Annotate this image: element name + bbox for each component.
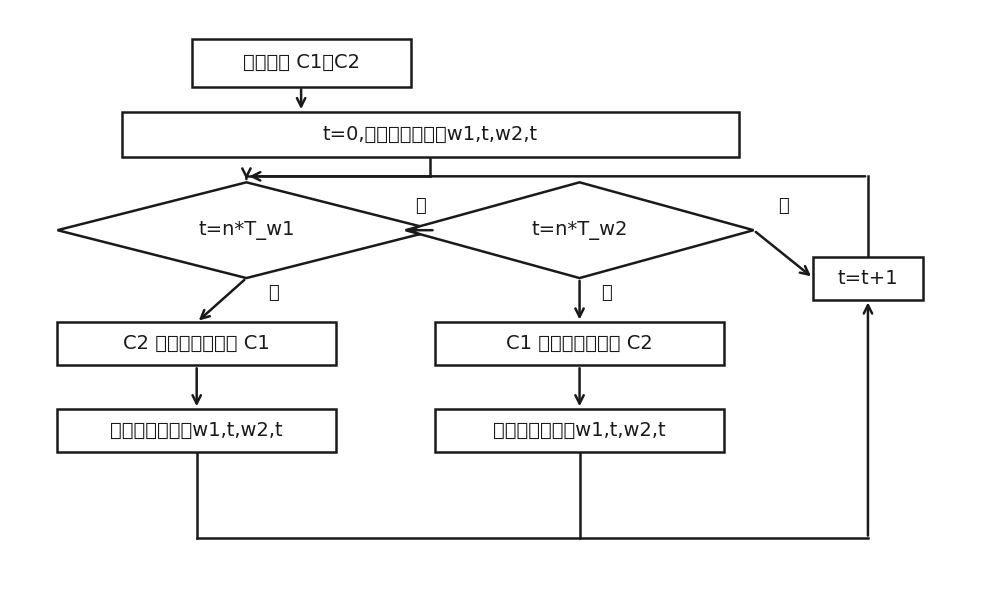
Text: 否: 否 (415, 198, 426, 215)
Text: 接收端选择码字w1,t,w2,t: 接收端选择码字w1,t,w2,t (110, 421, 283, 440)
FancyBboxPatch shape (122, 112, 739, 157)
Text: t=n*T_w2: t=n*T_w2 (531, 220, 628, 240)
Text: 是: 是 (601, 284, 612, 302)
Polygon shape (406, 182, 754, 278)
FancyBboxPatch shape (57, 409, 336, 452)
FancyBboxPatch shape (192, 39, 411, 86)
Text: 基础码本 C1、C2: 基础码本 C1、C2 (243, 53, 360, 72)
FancyBboxPatch shape (435, 409, 724, 452)
Text: C1 不变，缩放码本 C2: C1 不变，缩放码本 C2 (506, 335, 653, 353)
Polygon shape (57, 182, 435, 278)
Text: t=n*T_w1: t=n*T_w1 (198, 220, 295, 240)
FancyBboxPatch shape (435, 323, 724, 365)
FancyBboxPatch shape (57, 323, 336, 365)
Text: 接收端选择码字w1,t,w2,t: 接收端选择码字w1,t,w2,t (493, 421, 666, 440)
FancyBboxPatch shape (813, 257, 923, 300)
Text: 否: 否 (778, 198, 789, 215)
Text: t=t+1: t=t+1 (838, 269, 898, 288)
Text: C2 不变，旋转码本 C1: C2 不变，旋转码本 C1 (123, 335, 270, 353)
Text: 是: 是 (268, 284, 279, 302)
Text: t=0,接收端选择码字w1,t,w2,t: t=0,接收端选择码字w1,t,w2,t (323, 125, 538, 144)
